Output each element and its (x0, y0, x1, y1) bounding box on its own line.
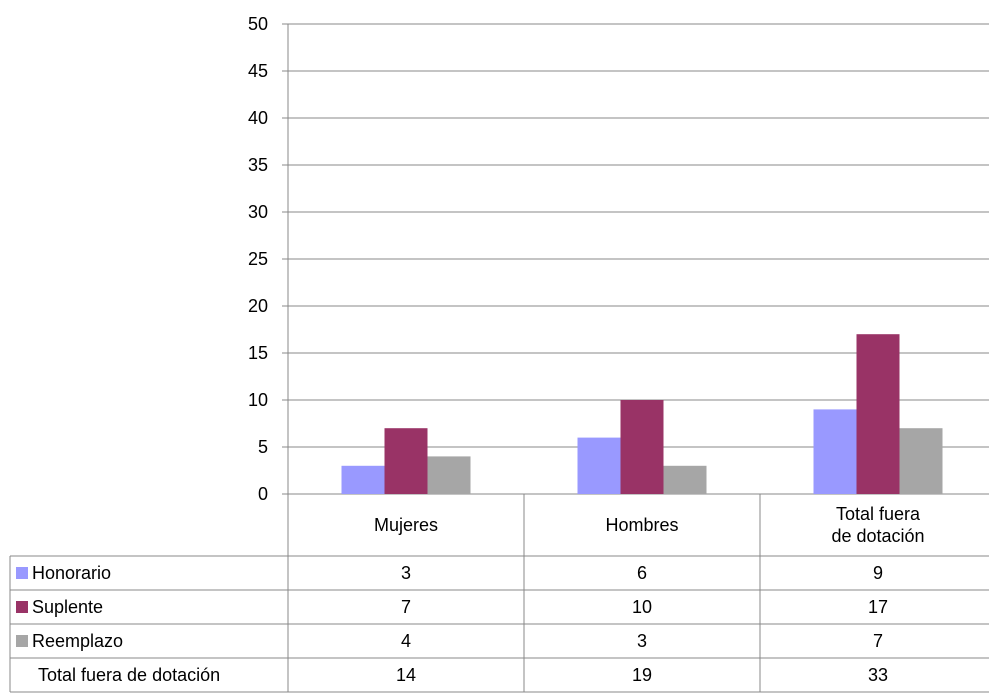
y-tick-label: 25 (248, 249, 268, 269)
data-label: 3 (637, 631, 647, 651)
bar-honorario (341, 465, 385, 494)
data-label: 4 (401, 631, 411, 651)
legend-label: Reemplazo (32, 631, 123, 651)
y-tick-label: 45 (248, 61, 268, 81)
bar-honorario (577, 437, 621, 494)
bar-reemplazo (427, 456, 471, 494)
x-tick-label: de dotación (831, 526, 924, 546)
data-label: 3 (401, 563, 411, 583)
y-tick-label: 0 (258, 484, 268, 504)
bar-reemplazo (899, 428, 943, 494)
data-label: 19 (632, 665, 652, 685)
legend-label: Honorario (32, 563, 111, 583)
y-tick-label: 5 (258, 437, 268, 457)
bar-suplente (384, 428, 428, 494)
bar-suplente (620, 400, 664, 494)
x-tick-label: Hombres (605, 515, 678, 535)
y-tick-label: 20 (248, 296, 268, 316)
y-tick-label: 15 (248, 343, 268, 363)
data-label: 6 (637, 563, 647, 583)
y-tick-label: 10 (248, 390, 268, 410)
data-label: 14 (396, 665, 416, 685)
legend-key (16, 567, 28, 579)
data-label: 17 (868, 597, 888, 617)
data-label: 7 (401, 597, 411, 617)
y-tick-label: 35 (248, 155, 268, 175)
legend-key (16, 601, 28, 613)
data-label: 9 (873, 563, 883, 583)
data-label: 10 (632, 597, 652, 617)
legend-label: Total fuera de dotación (38, 665, 220, 685)
data-label: 33 (868, 665, 888, 685)
x-tick-label: Total fuera (836, 504, 921, 524)
bars (341, 334, 943, 494)
y-tick-label: 30 (248, 202, 268, 222)
y-tick-label: 50 (248, 14, 268, 34)
legend-label: Suplente (32, 597, 103, 617)
y-axis-ticks: 0 5 10 15 20 25 30 35 40 45 50 (248, 14, 268, 504)
bar-reemplazo (663, 465, 707, 494)
x-tick-label: Mujeres (374, 515, 438, 535)
bar-suplente (856, 334, 900, 494)
data-label: 7 (873, 631, 883, 651)
y-tick-label: 40 (248, 108, 268, 128)
bar-honorario (813, 409, 857, 494)
legend-key (16, 635, 28, 647)
